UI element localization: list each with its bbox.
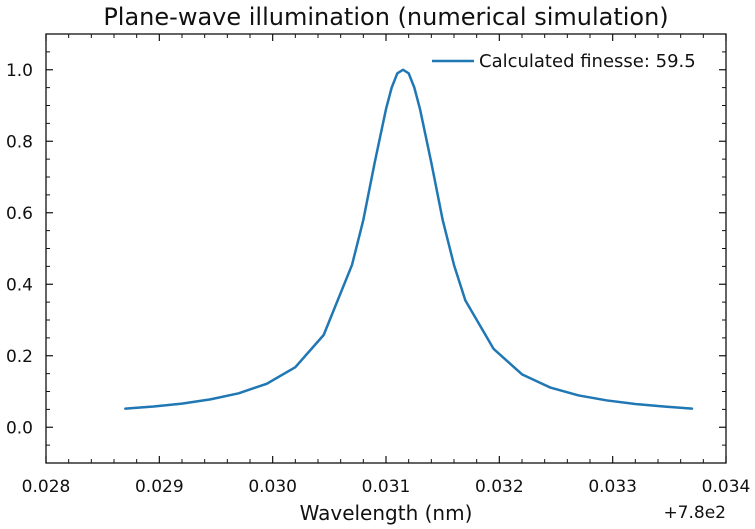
- x-tick-label: 0.034: [702, 477, 751, 497]
- y-tick-label: 0.0: [6, 418, 33, 438]
- series-layer: [124, 68, 694, 410]
- x-tick-label: 0.032: [475, 477, 524, 497]
- x-tick-label: 0.031: [362, 477, 411, 497]
- x-axis-label: Wavelength (nm): [300, 501, 473, 525]
- chart-title: Plane-wave illumination (numerical simul…: [103, 3, 668, 31]
- y-tick-label: 0.2: [6, 347, 33, 367]
- x-tick-label: 0.028: [22, 477, 71, 497]
- series-line: [124, 68, 694, 410]
- y-tick-label: 0.8: [6, 132, 33, 152]
- legend-label: Calculated finesse: 59.5: [479, 51, 696, 72]
- x-tick-label: 0.030: [248, 477, 297, 497]
- y-tick-label: 0.6: [6, 204, 33, 224]
- axes-layer: 0.028 0.029 0.030 0.031 0.032 0.033 0.034 0.0 0.…: [6, 33, 751, 497]
- y-tick-label: 1.0: [6, 61, 33, 81]
- y-tick-label: 0.4: [6, 275, 33, 295]
- x-tick-label: 0.033: [588, 477, 637, 497]
- legend: Calculated finesse: 59.5: [432, 51, 696, 72]
- x-tick-label: 0.029: [135, 477, 184, 497]
- plot-frame: [45, 33, 727, 464]
- x-axis-offset-label: +7.8e2: [663, 503, 726, 523]
